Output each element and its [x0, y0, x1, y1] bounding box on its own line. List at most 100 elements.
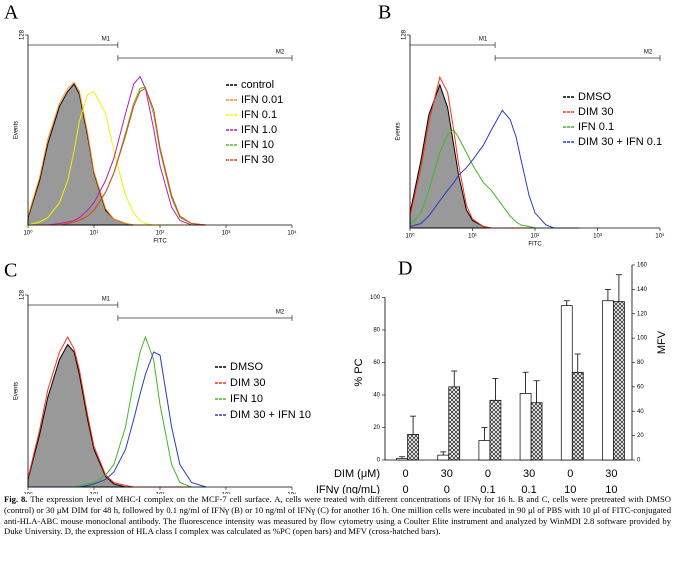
- x-tick-label: 10²: [156, 231, 165, 237]
- category-label: 30: [605, 468, 617, 480]
- bar: [519, 393, 532, 461]
- y2-tick-label: 120: [637, 311, 648, 317]
- legend-label: IFN 30: [241, 154, 274, 166]
- error-bar: [563, 300, 570, 306]
- gate-marker: [494, 55, 661, 61]
- x-tick-label: 10⁴: [655, 233, 665, 240]
- category-label: 0: [403, 468, 409, 480]
- gate-label: M2: [276, 50, 285, 56]
- category-label: 0: [403, 484, 409, 494]
- y2-tick-label: 100: [637, 336, 648, 342]
- panel-label: D: [398, 258, 412, 280]
- legend-label: DIM 30: [578, 106, 613, 118]
- x-tick-label: 10¹: [468, 234, 477, 240]
- legend-label: IFN 0.1: [241, 109, 277, 121]
- y-tick-label: 0: [377, 458, 381, 464]
- error-bar: [533, 380, 540, 403]
- bar: [478, 440, 491, 461]
- category-label: 30: [523, 468, 535, 480]
- category-label: 0: [567, 468, 573, 480]
- x-tick-label: 10²: [531, 234, 540, 240]
- y2-tick-label: 40: [637, 409, 644, 415]
- bar: [396, 458, 408, 461]
- error-bar: [451, 370, 458, 387]
- y2-tick-label: 160: [637, 263, 648, 269]
- category-label: 0.1: [480, 484, 495, 494]
- row-label: DIM (μM): [334, 468, 380, 480]
- gate-marker: [27, 42, 119, 48]
- gate-label: M1: [479, 37, 488, 43]
- histogram-curve: [409, 109, 579, 229]
- y-axis-title: Events: [396, 122, 402, 140]
- bar: [613, 301, 625, 461]
- error-bar: [615, 274, 622, 302]
- legend-label: IFN 0.1: [578, 121, 614, 133]
- y-tick-label: 80: [373, 328, 380, 334]
- legend-label: IFN 10: [241, 139, 274, 151]
- x-axis-title: FITC: [153, 239, 167, 245]
- y-axis-title: Events: [14, 382, 20, 400]
- histogram-curve: [27, 83, 207, 226]
- x-tick-label: 10¹: [90, 231, 99, 237]
- y2-tick-label: 140: [637, 287, 648, 293]
- category-label: 10: [564, 484, 576, 494]
- x-axis-title: FITC: [528, 242, 542, 248]
- y-tick-label: 20: [373, 425, 380, 431]
- category-label: 0: [485, 468, 491, 480]
- y2-axis-title: MFV: [656, 330, 668, 354]
- gate-marker: [27, 302, 119, 308]
- legend-label: IFN 10: [230, 393, 263, 405]
- bar: [437, 454, 450, 461]
- y-tick-label: 128: [20, 29, 26, 40]
- y-tick-label: 128: [20, 289, 26, 300]
- error-bar: [522, 371, 529, 394]
- y-tick-label: 100: [370, 295, 381, 301]
- x-tick-label: 10⁴: [287, 230, 297, 237]
- y2-tick-label: 0: [637, 458, 641, 464]
- bar: [602, 300, 614, 461]
- gate-marker: [117, 315, 293, 321]
- x-tick-label: 10⁴: [287, 492, 297, 494]
- error-bar: [492, 377, 499, 401]
- error-bar: [481, 427, 488, 441]
- caption-label: Fig. 8.: [4, 494, 28, 504]
- category-label: 0.1: [521, 484, 536, 494]
- x-tick-label: 10³: [222, 493, 231, 494]
- bar: [407, 434, 419, 461]
- bar: [560, 305, 573, 461]
- gate-marker: [409, 42, 496, 48]
- y-tick-label: 60: [373, 360, 380, 366]
- legend-label: IFN 1.0: [241, 124, 277, 136]
- legend-label: DMSO: [230, 361, 263, 373]
- bar: [489, 399, 502, 461]
- legend-label: IFN 0.01: [241, 94, 283, 106]
- category-label: 30: [441, 468, 453, 480]
- x-tick-label: 10¹: [90, 493, 99, 494]
- y-tick-label: 40: [373, 393, 380, 399]
- gate-label: M2: [276, 310, 285, 316]
- error-bar: [410, 415, 417, 435]
- caption-text: The expression level of MHC-I complex on…: [4, 494, 671, 537]
- histogram-curve: [28, 87, 207, 226]
- panel-label: C: [4, 260, 17, 282]
- x-tick-label: 10²: [156, 493, 165, 494]
- histogram-curve: [28, 75, 207, 226]
- caption: Fig. 8. The expression level of MHC-I co…: [4, 494, 671, 537]
- legend-label: DIM 30 + IFN 0.1: [578, 136, 662, 148]
- legend-label: DIM 30: [230, 377, 265, 389]
- x-tick-label: 10³: [593, 234, 602, 240]
- panel-label: B: [378, 2, 391, 24]
- legend-label: control: [241, 79, 274, 91]
- y2-tick-label: 20: [637, 433, 644, 439]
- gate-label: M2: [644, 50, 653, 56]
- error-bar: [440, 451, 447, 456]
- legend-label: DIM 30 + IFN 10: [230, 409, 311, 421]
- y-axis-title: % PC: [353, 358, 365, 386]
- bar: [530, 402, 543, 461]
- category-label: 10: [605, 484, 617, 494]
- category-label: 0: [444, 484, 450, 494]
- x-tick-label: 10³: [222, 231, 231, 237]
- error-bar: [399, 456, 406, 459]
